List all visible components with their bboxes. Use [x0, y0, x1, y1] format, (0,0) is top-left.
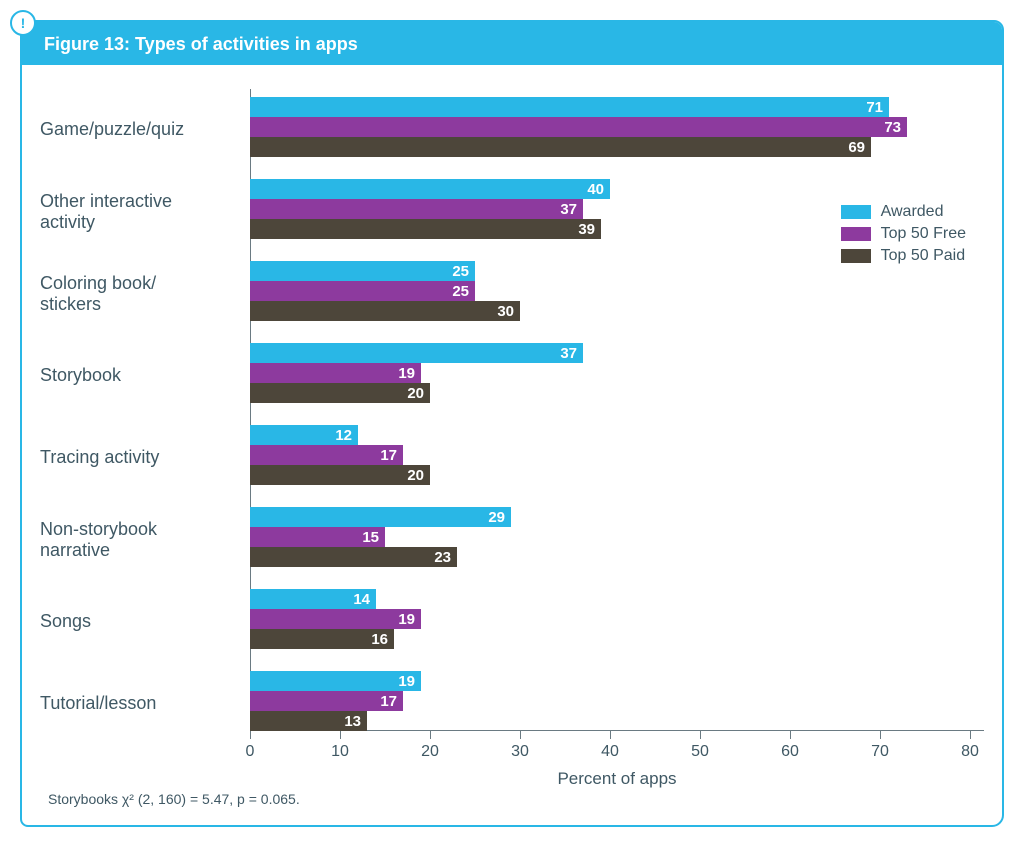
bar-value-label: 13: [344, 713, 361, 730]
bar-value-label: 40: [587, 181, 604, 198]
legend-label: Top 50 Free: [881, 225, 966, 243]
bar: 19: [250, 671, 421, 691]
bar: 17: [250, 445, 403, 465]
bar-value-label: 19: [398, 611, 415, 628]
plot-area: AwardedTop 50 FreeTop 50 Paid Percent of…: [250, 89, 984, 769]
bar-value-label: 25: [452, 283, 469, 300]
legend-swatch: [841, 249, 871, 263]
bar: 37: [250, 343, 583, 363]
info-badge-icon: !: [10, 10, 36, 36]
bar-value-label: 20: [407, 467, 424, 484]
bar: 13: [250, 711, 367, 731]
bar-value-label: 69: [848, 139, 865, 156]
category-label: Non-storybooknarrative: [40, 519, 240, 560]
bar: 19: [250, 609, 421, 629]
bar: 20: [250, 383, 430, 403]
bar: 15: [250, 527, 385, 547]
bar-value-label: 23: [434, 549, 451, 566]
bar: 23: [250, 547, 457, 567]
plot-wrap: Game/puzzle/quiz Other interactiveactivit…: [22, 65, 1002, 769]
category-label: Storybook: [40, 365, 240, 386]
bar-value-label: 14: [353, 591, 370, 608]
bar-value-label: 73: [884, 119, 901, 136]
x-tick: [700, 731, 701, 739]
legend-label: Top 50 Paid: [881, 247, 966, 265]
x-tick: [880, 731, 881, 739]
bar-value-label: 12: [335, 427, 352, 444]
bar: 40: [250, 179, 610, 199]
bar: 37: [250, 199, 583, 219]
bar: 71: [250, 97, 889, 117]
bar-value-label: 15: [362, 529, 379, 546]
bar: 73: [250, 117, 907, 137]
bar: 25: [250, 281, 475, 301]
legend-swatch: [841, 205, 871, 219]
figure-title: Figure 13: Types of activities in apps: [22, 22, 1002, 65]
figure-card: ! Figure 13: Types of activities in apps…: [20, 20, 1004, 827]
legend-item: Awarded: [841, 203, 966, 221]
bar-value-label: 19: [398, 673, 415, 690]
x-tick-label: 0: [246, 743, 255, 761]
bar-value-label: 29: [488, 509, 505, 526]
x-tick: [250, 731, 251, 739]
bar: 20: [250, 465, 430, 485]
y-axis-labels: Game/puzzle/quiz Other interactiveactivit…: [40, 89, 250, 769]
x-tick-label: 60: [781, 743, 799, 761]
bar-value-label: 25: [452, 263, 469, 280]
legend-item: Top 50 Paid: [841, 247, 966, 265]
legend-label: Awarded: [881, 203, 944, 221]
x-tick-label: 50: [691, 743, 709, 761]
legend-swatch: [841, 227, 871, 241]
bar-value-label: 37: [560, 345, 577, 362]
bar: 16: [250, 629, 394, 649]
legend-item: Top 50 Free: [841, 225, 966, 243]
bar: 29: [250, 507, 511, 527]
bar: 14: [250, 589, 376, 609]
x-tick-label: 80: [961, 743, 979, 761]
bar: 25: [250, 261, 475, 281]
x-tick-label: 10: [331, 743, 349, 761]
x-tick-label: 30: [511, 743, 529, 761]
bar: 17: [250, 691, 403, 711]
bar-value-label: 17: [380, 693, 397, 710]
x-tick: [970, 731, 971, 739]
x-tick: [610, 731, 611, 739]
category-label: Game/puzzle/quiz: [40, 119, 240, 140]
bar-value-label: 37: [560, 201, 577, 218]
bar: 69: [250, 137, 871, 157]
x-tick-label: 20: [421, 743, 439, 761]
x-axis-title: Percent of apps: [557, 769, 676, 789]
legend: Awarded Top 50 Free Top 50 Paid: [841, 199, 966, 269]
bar: 12: [250, 425, 358, 445]
bar: 39: [250, 219, 601, 239]
x-tick: [520, 731, 521, 739]
x-tick: [340, 731, 341, 739]
bar-value-label: 20: [407, 385, 424, 402]
category-label: Songs: [40, 611, 240, 632]
bar: 19: [250, 363, 421, 383]
category-label: Tracing activity: [40, 447, 240, 468]
bar-value-label: 39: [578, 221, 595, 238]
category-label: Tutorial/lesson: [40, 693, 240, 714]
category-label: Other interactiveactivity: [40, 191, 240, 232]
bar-value-label: 30: [497, 303, 514, 320]
bar-value-label: 17: [380, 447, 397, 464]
x-tick-label: 40: [601, 743, 619, 761]
x-tick: [790, 731, 791, 739]
x-tick: [430, 731, 431, 739]
bar-value-label: 71: [866, 99, 883, 116]
bar-value-label: 16: [371, 631, 388, 648]
bar-value-label: 19: [398, 365, 415, 382]
category-label: Coloring book/stickers: [40, 273, 240, 314]
bar: 30: [250, 301, 520, 321]
x-tick-label: 70: [871, 743, 889, 761]
figure-footnote: Storybooks χ² (2, 160) = 5.47, p = 0.065…: [22, 769, 1002, 815]
